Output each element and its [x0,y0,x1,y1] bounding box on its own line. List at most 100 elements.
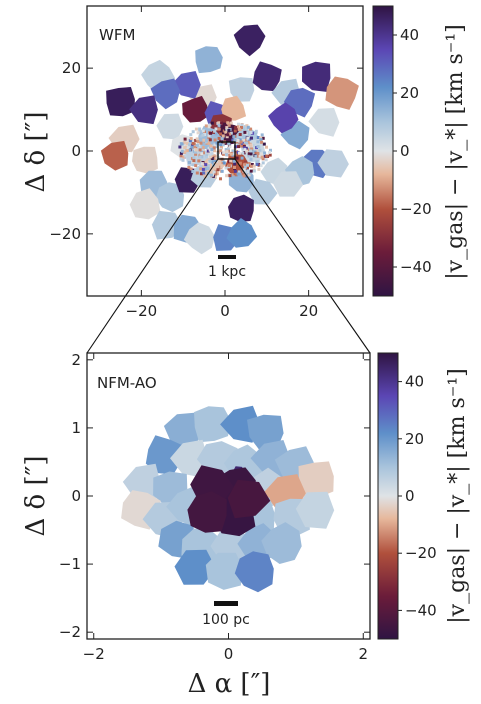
core-pixel [195,171,199,175]
core-pixel [185,142,189,145]
bin [308,108,340,137]
core-pixel [263,151,267,155]
core-pixel [243,148,247,152]
colorbar-tick-label: 40 [405,373,424,391]
bin [325,76,359,110]
core-pixel [195,137,199,141]
bin [129,95,158,125]
wfm-colorbar-ticks: 40 20 0 −20 −40 [393,26,432,276]
core-pixel [212,146,216,150]
core-pixel [240,169,244,173]
core-pixel [206,167,210,171]
nfm-colorbar: 40 20 0 −20 −40 |v_gas| − |v_*| [km s⁻¹] [377,352,470,640]
nfm-panel: −2 0 2 2 1 0 −1 −2 NFM-AO Δ δ [″] Δ α [″] 100 p… [21,351,371,699]
core-pixel [212,170,216,174]
core-pixel [198,129,202,133]
core-pixel [268,153,272,157]
core-pixel [217,156,221,160]
core-pixel [219,146,223,150]
core-pixel [262,142,266,146]
y-tick-label: −1 [59,555,81,573]
core-pixel [230,173,234,177]
core-pixel [179,157,183,161]
core-pixel [202,171,206,175]
bin [273,171,304,197]
bin [155,182,185,213]
core-pixel [191,130,195,134]
y-tick-label: 2 [71,351,81,369]
core-pixel [214,172,218,176]
core-pixel [189,133,193,137]
core-pixel [229,121,233,125]
core-pixel [204,146,208,149]
core-pixel [248,154,252,158]
core-pixel [228,174,232,178]
core-pixel [259,136,263,140]
core-pixel [249,149,253,153]
core-pixel [249,152,253,156]
core-pixel [205,155,209,159]
core-pixel [232,159,236,163]
core-pixel [215,156,219,160]
core-pixel [239,140,243,144]
core-pixel [209,144,213,148]
bin [298,461,334,498]
core-pixel [179,154,183,158]
core-pixel [260,133,264,137]
core-pixel [233,139,237,143]
core-pixel [229,159,233,163]
core-pixel [256,160,260,163]
core-pixel [250,163,254,166]
core-pixel [210,148,214,152]
core-pixel [269,148,272,152]
core-pixel [202,146,206,149]
bin [156,113,184,140]
bin [174,549,217,585]
y-tick-label: −2 [59,623,81,641]
bin [252,61,282,92]
core-pixel [182,141,186,145]
core-pixel [247,152,251,156]
core-pixel [244,162,248,166]
core-pixel [228,132,232,136]
core-pixel [214,127,218,131]
bin [205,552,244,590]
core-pixel [222,150,226,154]
core-pixel [199,134,203,138]
bin [226,218,258,248]
core-pixel [204,163,208,167]
bin [317,149,349,178]
core-pixel [256,145,260,148]
zoom-connector-left [86,158,219,354]
bin [228,194,254,222]
core-pixel [206,149,210,153]
core-pixel [233,169,237,173]
core-pixel [184,145,188,149]
core-pixel [193,145,197,149]
core-pixel [213,129,217,133]
colorbar-tick-label: 20 [405,430,424,448]
core-pixel [207,141,211,145]
core-pixel [237,170,241,174]
core-pixel [201,133,205,137]
core-pixel [219,139,223,143]
bin [106,87,135,117]
wfm-panel: −20 0 20 −20 0 20 WFM Δ δ [″] 1 kpc [21,5,364,320]
core-pixel [216,168,220,172]
core-pixel [180,142,184,146]
core-pixel [208,154,212,158]
core-pixel [255,149,259,153]
core-pixel [194,152,198,156]
core-pixel [237,127,241,131]
core-pixel [227,128,231,132]
core-pixel [198,148,202,152]
y-tick-label: −20 [49,225,81,243]
core-pixel [246,140,250,144]
core-pixel [260,140,264,144]
core-pixel [234,126,238,129]
x-tick-label: 0 [220,302,230,320]
colorbar-tick-label: 40 [400,26,419,44]
core-pixel [238,161,242,165]
core-pixel [225,126,229,130]
